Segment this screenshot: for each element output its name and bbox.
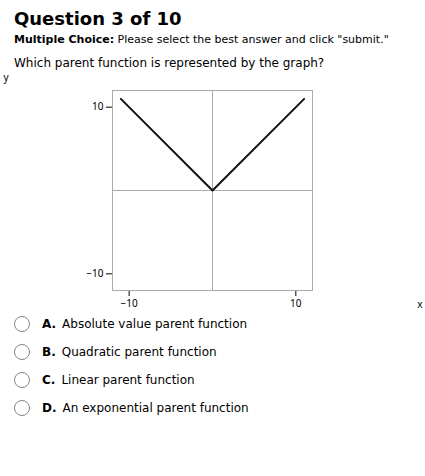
svg-text:x: x bbox=[417, 297, 423, 311]
svg-text:−10: −10 bbox=[121, 296, 138, 310]
svg-text:10: 10 bbox=[92, 99, 104, 113]
html-text:Quadratic parent function: Quadratic parent function bbox=[61, 345, 217, 359]
html-text:Linear parent function: Linear parent function bbox=[61, 373, 195, 387]
html-text:An exponential parent function: An exponential parent function bbox=[62, 401, 249, 415]
html-text:D.: D. bbox=[42, 401, 57, 415]
html-text:Multiple Choice: Please select: Multiple Choice: Please select the best … bbox=[14, 33, 389, 46]
html-text:Question 3 of 10: Question 3 of 10 bbox=[14, 8, 182, 29]
html-text:A.: A. bbox=[42, 317, 57, 331]
html-text:Absolute value parent function: Absolute value parent function bbox=[62, 317, 248, 331]
html-text:B.: B. bbox=[42, 345, 56, 359]
svg-text:−10: −10 bbox=[86, 266, 103, 280]
html-text:C.: C. bbox=[42, 373, 56, 387]
svg-text:y: y bbox=[4, 70, 10, 84]
html-text:Which parent function is repre: Which parent function is represented by … bbox=[14, 56, 325, 70]
svg-text:10: 10 bbox=[290, 296, 302, 310]
